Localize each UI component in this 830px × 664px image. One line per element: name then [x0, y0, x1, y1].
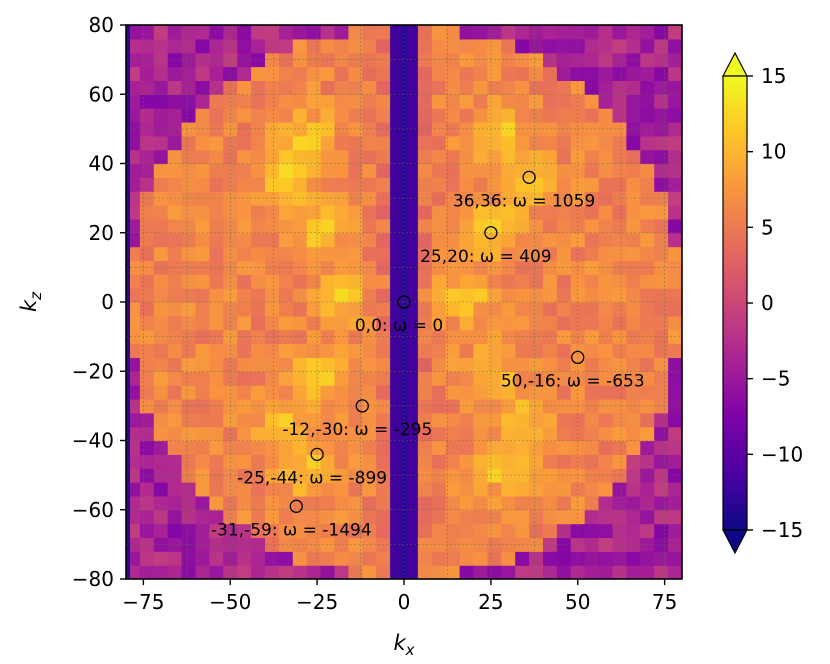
x-tick-label: −25 [296, 590, 338, 614]
colorbar-tick-label: 5 [761, 215, 774, 239]
marked-point [310, 447, 324, 462]
marked-point [397, 295, 411, 309]
x-axis-label: kx [393, 631, 414, 659]
marked-points: 36,36: ω = 1059 25,20: ω = 409 0,0: ω = 0 5… [211, 170, 645, 540]
colorbar-tick-label: −10 [761, 442, 803, 466]
y-tick-label: −80 [72, 567, 114, 591]
point-annotation: -31,-59: ω = -1494 [211, 520, 372, 540]
y-tick-label: 20 [89, 221, 114, 245]
colorbar-tick-label: 15 [761, 64, 786, 88]
marked-point [355, 399, 369, 413]
marked-point [289, 499, 303, 513]
y-axis-label: kz [17, 291, 45, 312]
x-tick-label: 0 [398, 590, 411, 614]
y-tick-label: −40 [72, 429, 114, 453]
x-axis: −75 −50 −25 0 25 50 75 [122, 579, 677, 614]
colorbar: −15 −10 −5 0 5 10 15 [722, 51, 803, 555]
x-tick-label: 75 [652, 590, 677, 614]
y-tick-label: −60 [72, 498, 114, 522]
colorbar-tick-label: 10 [761, 140, 786, 164]
x-tick-label: −75 [122, 590, 164, 614]
colorbar-tick-label: −15 [761, 518, 803, 542]
marked-point [571, 350, 585, 365]
point-annotation: 36,36: ω = 1059 [453, 191, 595, 211]
point-annotation: 25,20: ω = 409 [420, 247, 552, 267]
y-tick-label: 80 [89, 13, 114, 37]
colorbar-top-extend [722, 51, 748, 77]
y-axis: −80 −60 −40 −20 0 20 40 60 80 [72, 13, 126, 591]
y-tick-label: −20 [72, 359, 114, 383]
colorbar-tick-label: −5 [761, 367, 790, 391]
point-annotation: 50,-16: ω = -653 [501, 371, 645, 391]
marked-point [522, 170, 536, 185]
x-tick-label: −50 [209, 590, 251, 614]
point-annotation: -12,-30: ω = -295 [282, 420, 432, 440]
point-annotation: -25,-44: ω = -899 [237, 468, 387, 488]
colorbar-gradient [723, 76, 747, 530]
colorbar-bottom-extend [722, 529, 748, 555]
x-tick-label: 50 [565, 590, 590, 614]
point-annotation: 0,0: ω = 0 [355, 316, 443, 336]
marked-point [484, 226, 498, 240]
colorbar-tick-label: 0 [761, 291, 774, 315]
y-tick-label: 0 [101, 290, 114, 314]
y-tick-label: 40 [89, 152, 114, 176]
y-tick-label: 60 [89, 82, 114, 106]
x-tick-label: 25 [478, 590, 503, 614]
